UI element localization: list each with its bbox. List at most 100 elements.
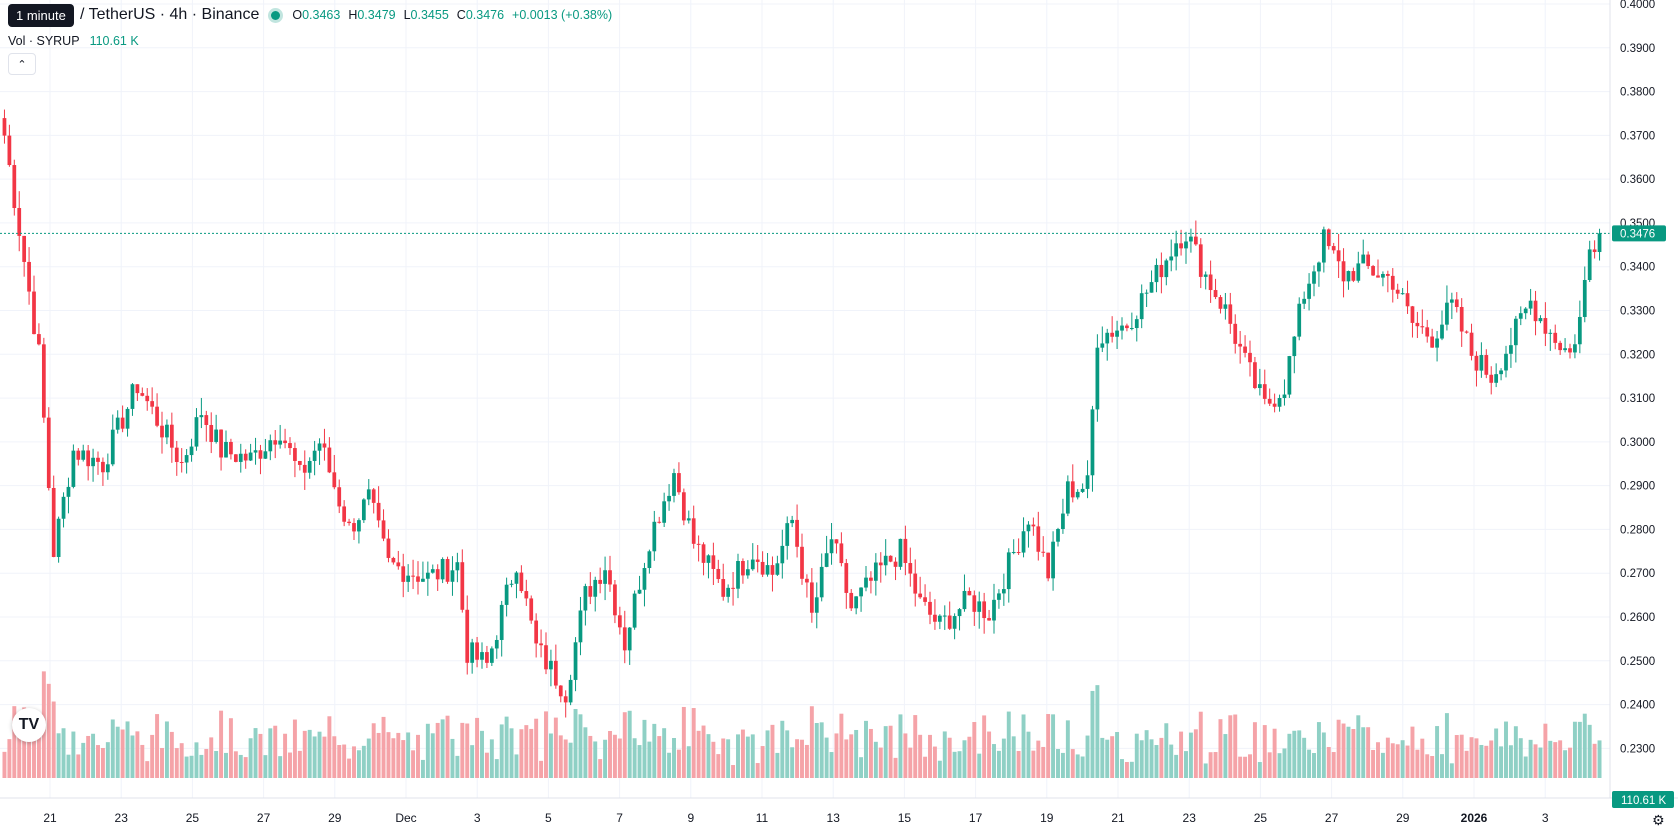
volume-bar: [608, 730, 612, 778]
volume-bar: [1474, 738, 1479, 778]
candle-body: [942, 615, 947, 617]
volume-bar: [1587, 724, 1592, 778]
time-tick-label: 7: [616, 811, 623, 825]
candle-body: [1440, 324, 1444, 339]
volume-bar: [406, 732, 411, 778]
volume-bar: [366, 738, 371, 778]
candle-body: [386, 538, 391, 558]
volume-bar: [27, 720, 32, 778]
price-tick-label: 0.2500: [1620, 656, 1655, 668]
candle-body: [293, 448, 297, 461]
candle-body: [677, 473, 681, 493]
candle-body: [814, 597, 819, 613]
candle-body: [721, 579, 726, 597]
candle-body: [1257, 384, 1262, 389]
candle-body: [1346, 271, 1351, 282]
volume-bar: [1277, 753, 1282, 778]
candle-body: [125, 408, 130, 429]
volume-bar: [317, 731, 322, 778]
candle-body: [1085, 475, 1090, 489]
gear-icon[interactable]: ⚙: [1652, 812, 1665, 828]
candle-body: [1110, 332, 1115, 337]
candle-body: [1046, 552, 1051, 579]
price-tick-label: 0.3000: [1620, 437, 1655, 449]
volume-bar: [110, 719, 115, 778]
candle-body: [263, 451, 268, 459]
candle-body: [657, 521, 662, 523]
candle-body: [745, 569, 750, 576]
volume-bar: [489, 739, 494, 778]
candle-body: [1159, 264, 1164, 278]
tradingview-logo-icon[interactable]: TV: [12, 708, 46, 742]
volume-bar: [1124, 762, 1129, 778]
price-tick-label: 0.2400: [1620, 700, 1655, 712]
volume-bar: [839, 713, 844, 778]
candle-body: [371, 489, 376, 503]
volume-bar: [519, 729, 524, 778]
volume-bar: [864, 720, 868, 778]
candle-body: [361, 499, 366, 521]
volume-bar: [1543, 723, 1548, 778]
volume-bar: [1297, 730, 1302, 778]
candle-body: [1410, 306, 1415, 323]
volume-bar: [66, 754, 71, 778]
candle-body: [947, 615, 952, 629]
candle-body: [839, 543, 844, 564]
candle-body: [1390, 275, 1395, 290]
candle-body: [352, 523, 356, 532]
volume-bar: [1036, 740, 1041, 778]
volume-bar: [76, 754, 81, 778]
volume-bar: [1331, 752, 1336, 778]
symbol-title[interactable]: / TetherUS · 4h · Binance: [80, 6, 260, 23]
volume-bar: [942, 731, 947, 778]
volume-bar: [1006, 711, 1011, 778]
candle-body: [475, 642, 479, 660]
volume-bar: [1464, 750, 1469, 778]
collapse-legend-button[interactable]: ⌃: [8, 53, 36, 75]
candle-body: [1031, 524, 1036, 527]
volume-bar: [96, 745, 100, 778]
candle-body: [184, 455, 189, 463]
volume-bar: [2, 751, 7, 778]
volume-bar: [46, 683, 51, 778]
volume-bar: [1115, 732, 1120, 778]
volume-bar: [1252, 722, 1257, 778]
candle-body: [883, 555, 888, 566]
volume-bar: [86, 735, 91, 778]
candle-body: [681, 492, 686, 521]
candle-body: [12, 165, 17, 209]
symbol-legend[interactable]: / TetherUS · 4h · Binance O0.3463 H0.347…: [80, 6, 612, 24]
candle-body: [992, 599, 996, 621]
candle-body: [1051, 541, 1055, 579]
candle-body: [553, 660, 558, 686]
time-tick-label: 2026: [1461, 811, 1488, 825]
volume-bar: [480, 730, 484, 778]
volume-bar: [1420, 738, 1425, 778]
volume-bar: [873, 741, 878, 778]
candle-body: [1193, 236, 1198, 245]
volume-legend[interactable]: Vol · SYRUP 110.61 K: [8, 34, 139, 48]
volume-bar: [71, 731, 76, 778]
volume-bar: [672, 737, 676, 778]
candle-body: [1504, 353, 1508, 371]
volume-bar: [578, 714, 583, 778]
volume-bar: [849, 734, 854, 778]
volume-bar: [745, 736, 750, 778]
volume-bar: [573, 708, 578, 778]
volume-bar: [416, 734, 420, 778]
volume-bar: [322, 736, 327, 778]
candle-body: [549, 660, 553, 670]
candle-body: [1469, 332, 1474, 356]
volume-bar: [632, 738, 637, 778]
candle-body: [312, 450, 317, 461]
candle-body: [1484, 355, 1489, 375]
tooltip-1-minute: 1 minute: [8, 4, 74, 27]
volume-bar: [1390, 743, 1395, 778]
volume-bar: [376, 732, 381, 778]
candle-body: [849, 592, 854, 609]
volume-bar: [1321, 732, 1326, 778]
candle-body: [1513, 318, 1518, 346]
candle-body: [224, 441, 228, 458]
candle-body: [1445, 302, 1449, 325]
